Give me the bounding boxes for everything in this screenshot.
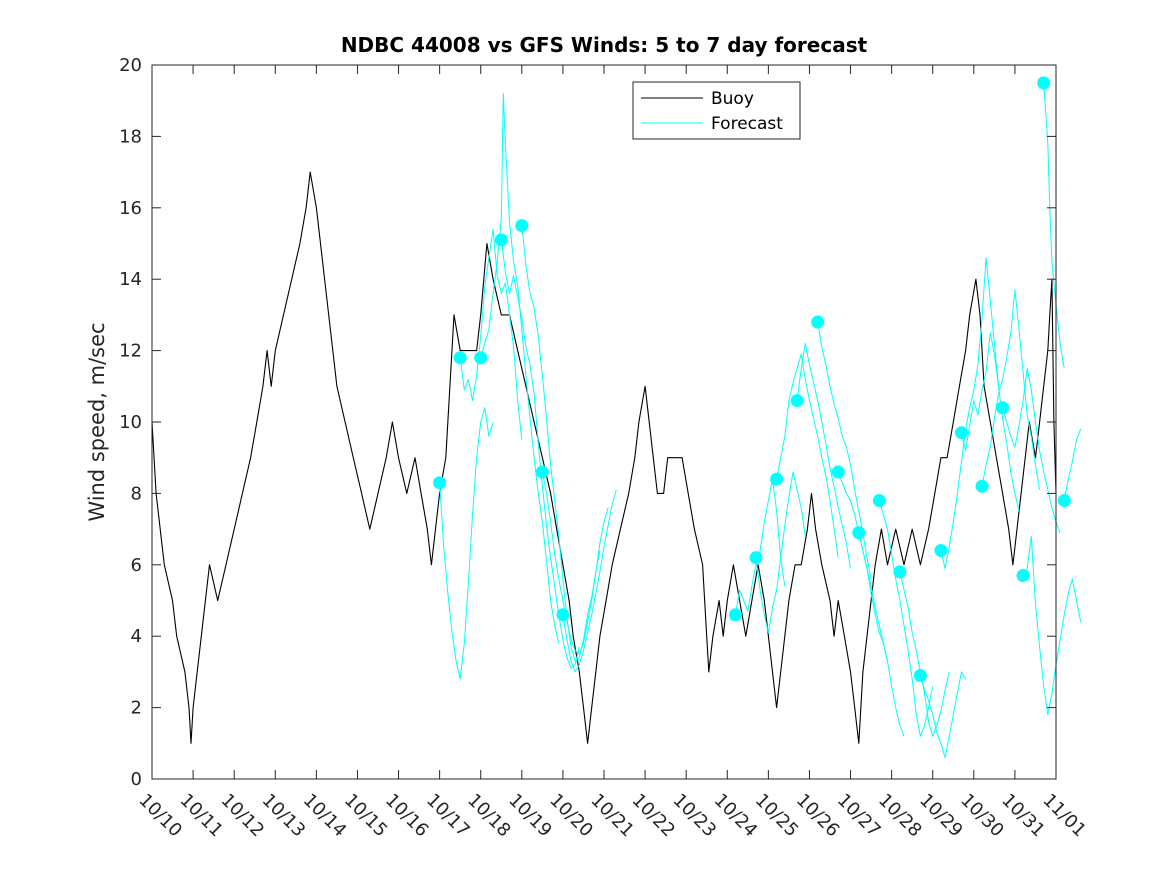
forecast-start-marker bbox=[770, 472, 784, 486]
forecast-series-line-4 bbox=[500, 239, 580, 669]
axes-background bbox=[152, 65, 1056, 779]
forecast-start-marker bbox=[494, 233, 508, 247]
y-tick-label: 20 bbox=[119, 55, 142, 76]
forecast-series-line-9 bbox=[755, 471, 806, 634]
forecast-start-marker bbox=[996, 401, 1010, 415]
legend: Buoy Forecast bbox=[632, 81, 801, 140]
forecast-series-line-21 bbox=[1002, 368, 1061, 533]
forecast-start-marker bbox=[852, 526, 866, 540]
legend-forecast-label: Forecast bbox=[711, 114, 783, 134]
y-tick-label: 4 bbox=[131, 626, 142, 647]
forecast-series-line-11 bbox=[796, 343, 851, 569]
forecast-series-line-10 bbox=[776, 353, 839, 558]
forecast-series-line-7 bbox=[562, 489, 617, 673]
forecast-start-marker bbox=[749, 551, 763, 565]
forecast-start-marker bbox=[831, 465, 845, 479]
forecast-series-line-5 bbox=[521, 225, 601, 662]
forecast-series-line-1 bbox=[439, 407, 494, 680]
marker-layer bbox=[433, 76, 1071, 682]
forecast-series-line-17 bbox=[919, 671, 967, 759]
y-tick-label: 14 bbox=[119, 269, 142, 290]
y-tick-label: 16 bbox=[119, 198, 142, 219]
forecast-start-marker bbox=[1016, 569, 1030, 583]
forecast-start-marker bbox=[1057, 494, 1071, 508]
y-tick-label: 2 bbox=[131, 698, 142, 719]
forecast-series-line-16 bbox=[899, 571, 950, 737]
forecast-start-marker bbox=[975, 479, 989, 493]
forecast-start-marker bbox=[453, 351, 467, 365]
forecast-series-line-3 bbox=[480, 93, 560, 644]
y-tick-label: 18 bbox=[119, 126, 142, 147]
buoy-series-line bbox=[151, 171, 1057, 744]
forecast-series-line-15 bbox=[878, 500, 934, 737]
forecast-series-line-20 bbox=[981, 289, 1041, 490]
y-tick-label: 8 bbox=[131, 483, 142, 504]
forecast-series-line-24 bbox=[1063, 428, 1082, 501]
legend-box bbox=[632, 81, 801, 140]
forecast-start-marker bbox=[556, 608, 570, 622]
forecast-series-line-22 bbox=[1022, 535, 1082, 716]
legend-buoy-label: Buoy bbox=[711, 89, 754, 109]
forecast-start-marker bbox=[954, 426, 968, 440]
forecast-start-marker bbox=[433, 476, 447, 490]
forecast-series-line-14 bbox=[858, 532, 905, 737]
forecast-start-marker bbox=[515, 219, 529, 233]
series-layer bbox=[151, 82, 1082, 759]
forecast-start-marker bbox=[872, 494, 886, 508]
forecast-start-marker bbox=[474, 351, 488, 365]
y-tick-label: 12 bbox=[119, 341, 142, 362]
forecast-start-marker bbox=[913, 668, 927, 682]
y-tick-label: 6 bbox=[131, 555, 142, 576]
forecast-start-marker bbox=[1037, 76, 1051, 90]
forecast-start-marker bbox=[790, 394, 804, 408]
chart-title: NDBC 44008 vs GFS Winds: 5 to 7 day fore… bbox=[341, 33, 868, 57]
forecast-series-line-2 bbox=[459, 228, 523, 440]
y-tick-label: 10 bbox=[119, 412, 142, 433]
forecast-series-line-23 bbox=[1043, 82, 1065, 369]
forecast-series-line-6 bbox=[541, 471, 609, 655]
forecast-series-line-18 bbox=[940, 257, 999, 569]
forecast-start-marker bbox=[811, 315, 825, 329]
y-tick-label: 0 bbox=[131, 769, 142, 790]
forecast-start-marker bbox=[535, 465, 549, 479]
forecast-series-line-8 bbox=[735, 478, 786, 615]
forecast-start-marker bbox=[728, 608, 742, 622]
forecast-start-marker bbox=[893, 565, 907, 579]
forecast-series-line-19 bbox=[961, 332, 1020, 512]
y-axis-label: Wind speed, m/sec bbox=[85, 322, 109, 521]
forecast-start-marker bbox=[934, 544, 948, 558]
